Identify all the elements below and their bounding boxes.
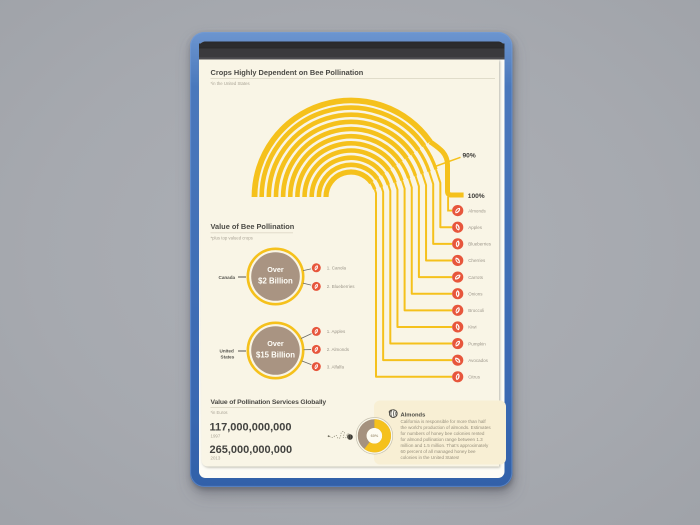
svg-text:Over: Over: [267, 265, 284, 274]
svg-text:Cherries: Cherries: [468, 258, 486, 263]
svg-text:for numbers of honey bee colon: for numbers of honey bee colonies rented: [401, 431, 485, 436]
svg-text:Crops Highly Dependent on Bee: Crops Highly Dependent on Bee Pollinatio…: [211, 68, 364, 77]
svg-text:100%: 100%: [468, 193, 485, 200]
svg-text:Canada: Canada: [219, 275, 236, 280]
svg-text:California is responsible for: California is responsible for more than …: [401, 419, 487, 424]
svg-text:Value of Bee Pollination: Value of Bee Pollination: [211, 222, 295, 231]
svg-text:Carrots: Carrots: [468, 275, 484, 280]
svg-text:United: United: [220, 349, 234, 354]
svg-text:117,000,000,000: 117,000,000,000: [210, 422, 292, 434]
svg-text:Kiwi: Kiwi: [468, 325, 476, 330]
svg-text:Over: Over: [267, 339, 284, 348]
svg-text:for almond pollination range b: for almond pollination range between 1.3: [401, 437, 484, 442]
svg-text:Onions: Onions: [468, 291, 483, 296]
svg-text:2. Almonds: 2. Almonds: [327, 347, 350, 352]
svg-text:*in Euros: *in Euros: [211, 410, 228, 415]
svg-text:Pumpkin: Pumpkin: [468, 341, 486, 346]
svg-text:Avocados: Avocados: [468, 358, 488, 363]
svg-text:$2 Billion: $2 Billion: [258, 276, 293, 285]
svg-text:265,000,000,000: 265,000,000,000: [210, 444, 293, 456]
svg-text:colonies in the United States!: colonies in the United States!: [401, 455, 460, 460]
svg-text:2013: 2013: [211, 456, 221, 461]
svg-text:60%: 60%: [371, 434, 379, 438]
svg-text:90%: 90%: [463, 153, 476, 160]
svg-text:*in the United States: *in the United States: [211, 81, 250, 86]
svg-text:Almonds: Almonds: [468, 208, 486, 213]
svg-text:Value of Pollination Services: Value of Pollination Services Globally: [211, 399, 327, 406]
svg-text:Blueberries: Blueberries: [468, 242, 492, 247]
svg-text:1. Apples: 1. Apples: [327, 329, 346, 334]
svg-text:Broccoli: Broccoli: [468, 308, 484, 313]
svg-text:1997: 1997: [211, 433, 221, 438]
svg-text:*plus top valued crops: *plus top valued crops: [211, 235, 253, 240]
svg-text:States: States: [221, 355, 235, 360]
svg-text:3. Alfalfa: 3. Alfalfa: [327, 364, 345, 369]
svg-text:$15 Billion: $15 Billion: [256, 350, 295, 359]
svg-text:1. Canola: 1. Canola: [327, 266, 347, 271]
svg-text:million and 1.5 million. That’: million and 1.5 million. That’s approxim…: [401, 443, 490, 448]
svg-text:the world’s production of almo: the world’s production of almonds. Estim…: [401, 425, 492, 430]
svg-text:60 percent of all managed hone: 60 percent of all managed honey bee: [401, 449, 477, 454]
svg-text:Apples: Apples: [468, 225, 483, 230]
svg-text:Almonds: Almonds: [401, 412, 426, 418]
svg-text:Citrus: Citrus: [468, 375, 481, 380]
svg-text:2. Blueberries: 2. Blueberries: [327, 284, 356, 289]
